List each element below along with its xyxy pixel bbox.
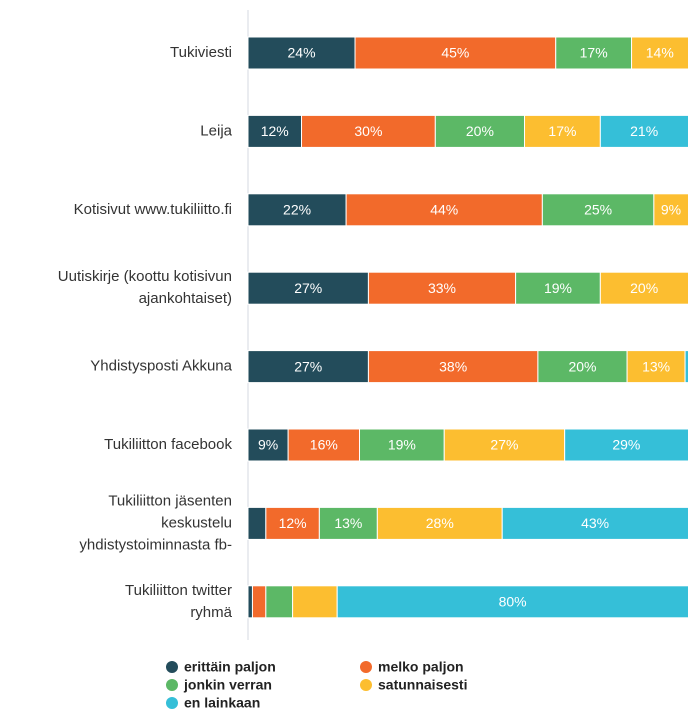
value-label: 17%: [580, 45, 608, 61]
value-label: 19%: [388, 437, 416, 453]
bar-segment: [318, 506, 378, 540]
value-label: 13%: [642, 358, 670, 374]
category-label: Tukiliitton facebook: [104, 436, 232, 453]
bar-segment: [301, 114, 436, 148]
value-label: 14%: [646, 45, 674, 61]
value-label: 33%: [428, 280, 456, 296]
bar-segment: [524, 114, 601, 148]
bar-segment: [443, 428, 566, 462]
category-label: Leija: [200, 122, 232, 139]
bar-segment: [367, 350, 539, 384]
category-label: Tukiviesti: [170, 44, 232, 61]
value-label: 45%: [441, 45, 469, 61]
value-label: 44%: [430, 202, 458, 218]
value-label: 38%: [439, 358, 467, 374]
value-label: 12%: [261, 123, 289, 139]
value-label: 29%: [612, 437, 640, 453]
legend-label: en lainkaan: [184, 695, 260, 711]
category-label: Uutiskirje (koottu kotisivun: [58, 268, 232, 285]
category-label: Tukiliitton jäsenten: [108, 492, 232, 509]
category-label: Tukiliitton twitter: [125, 582, 232, 599]
legend-swatch: [360, 679, 372, 691]
bar-segment: [345, 193, 543, 227]
value-label: 12%: [279, 515, 307, 531]
legend-label: erittäin paljon: [184, 659, 276, 675]
bar-segment: [359, 428, 445, 462]
bar-segment: [336, 585, 688, 619]
bar-segment: [541, 193, 655, 227]
value-label: 20%: [466, 123, 494, 139]
value-label: 20%: [630, 280, 658, 296]
bar-segment: [684, 350, 688, 384]
bar-segment: [564, 428, 688, 462]
bar-segment: [501, 506, 688, 540]
category-label: keskustelu: [161, 514, 232, 531]
value-label: 28%: [426, 515, 454, 531]
value-label: 16%: [310, 437, 338, 453]
value-label: 24%: [288, 45, 316, 61]
category-label: ajankohtaiset): [139, 290, 232, 307]
value-label: 27%: [294, 280, 322, 296]
value-label: 9%: [258, 437, 278, 453]
legend-swatch: [166, 697, 178, 709]
value-label: 80%: [499, 594, 527, 610]
value-label: 25%: [584, 202, 612, 218]
bar-segment: [265, 506, 320, 540]
value-label: 30%: [354, 123, 382, 139]
bar-segment: [653, 193, 688, 227]
legend-swatch: [166, 661, 178, 673]
bar-segment: [247, 271, 369, 305]
bar-segment: [626, 350, 686, 384]
value-label: 22%: [283, 202, 311, 218]
bar-segment: [265, 585, 294, 619]
bar-segment: [515, 271, 601, 305]
category-label: Yhdistysposti Akkuna: [90, 358, 232, 375]
bar-segment: [287, 428, 361, 462]
legend-swatch: [360, 661, 372, 673]
value-label: 43%: [581, 515, 609, 531]
value-label: 17%: [548, 123, 576, 139]
bar-segment: [599, 114, 688, 148]
bar-segment: [247, 506, 267, 540]
bar-segment: [354, 36, 557, 70]
category-label: yhdistystoiminnasta fb-: [79, 536, 232, 553]
legend-label: satunnaisesti: [378, 677, 467, 693]
bar-segment: [247, 193, 347, 227]
category-label: Kotisivut www.tukiliitto.fi: [74, 201, 232, 218]
bar-segment: [537, 350, 628, 384]
category-label: ryhmä: [190, 604, 232, 621]
value-label: 19%: [544, 280, 572, 296]
bar-segment: [376, 506, 503, 540]
value-label: 21%: [630, 123, 658, 139]
bar-segment: [251, 585, 267, 619]
value-label: 27%: [294, 358, 322, 374]
legend-swatch: [166, 679, 178, 691]
value-label: 13%: [334, 515, 362, 531]
bar-segment: [555, 36, 633, 70]
legend-label: jonkin verran: [183, 677, 272, 693]
bar-segment: [599, 271, 688, 305]
value-label: 27%: [490, 437, 518, 453]
legend-label: melko paljon: [378, 659, 464, 675]
bar-segment: [631, 36, 688, 70]
value-label: 9%: [661, 202, 681, 218]
value-label: 20%: [568, 358, 596, 374]
bar-segment: [247, 585, 253, 619]
bar-segment: [292, 585, 338, 619]
